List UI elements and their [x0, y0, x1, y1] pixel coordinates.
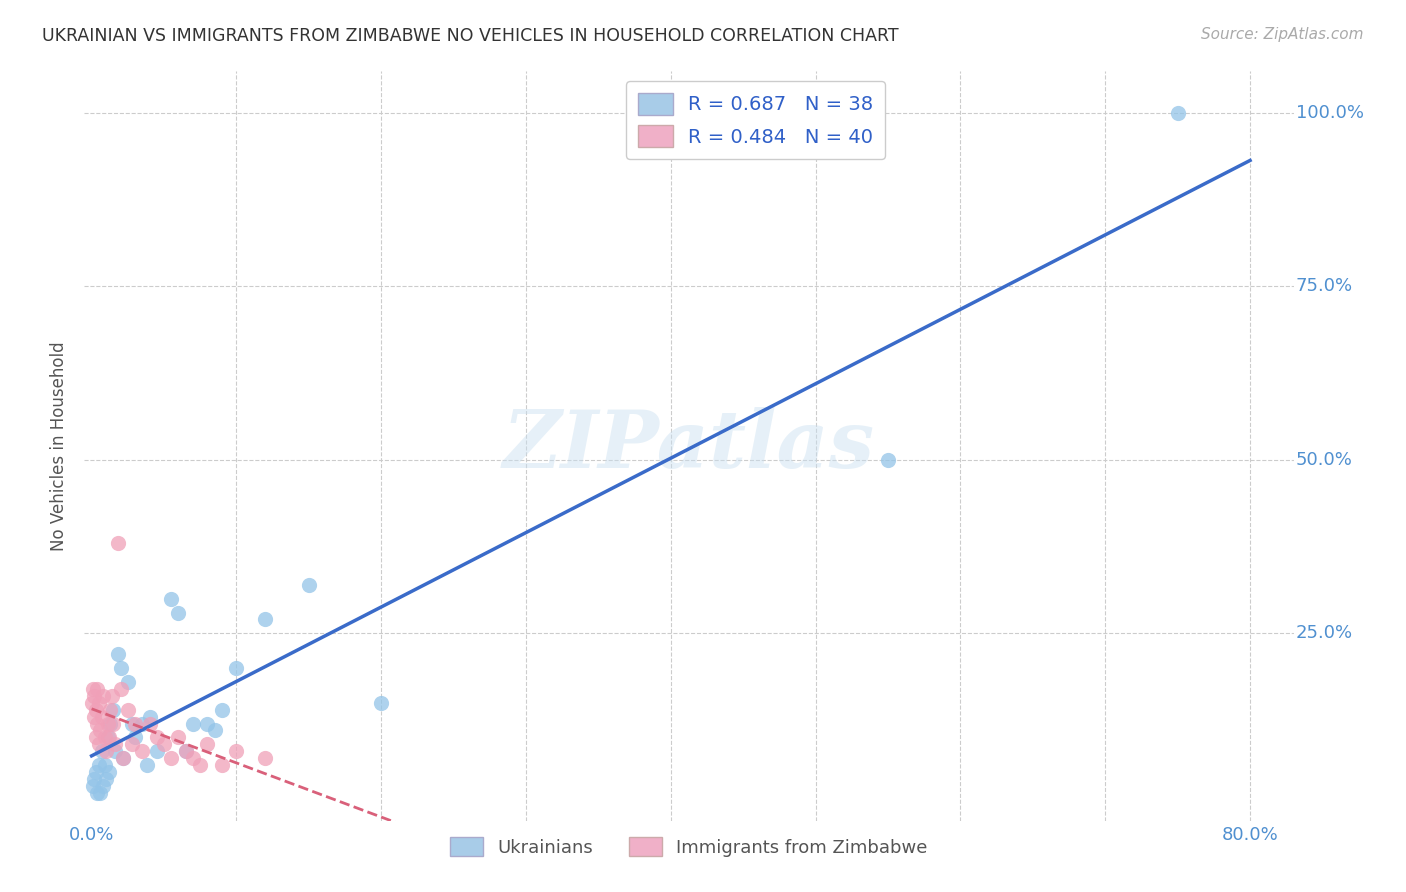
- Point: [204, 723, 226, 738]
- Point: [167, 731, 190, 745]
- Point: [110, 661, 132, 675]
- Point: [211, 758, 233, 772]
- Point: [84, 731, 107, 745]
- Point: [153, 737, 176, 751]
- Point: [121, 737, 143, 751]
- Point: [93, 731, 115, 745]
- Point: [181, 751, 204, 765]
- Point: [91, 779, 114, 793]
- Point: [103, 703, 125, 717]
- Point: [174, 744, 197, 758]
- Point: [211, 703, 233, 717]
- Point: [84, 703, 107, 717]
- Point: [225, 744, 247, 758]
- Point: [100, 703, 122, 717]
- Point: [87, 737, 110, 751]
- Point: [96, 731, 118, 745]
- Point: [83, 772, 105, 786]
- Point: [94, 772, 117, 786]
- Point: [131, 716, 153, 731]
- Point: [167, 606, 190, 620]
- Point: [197, 716, 219, 731]
- Point: [98, 731, 121, 745]
- Point: [1167, 106, 1189, 120]
- Point: [254, 751, 277, 765]
- Point: [80, 696, 103, 710]
- Point: [98, 765, 121, 780]
- Point: [254, 612, 277, 626]
- Point: [87, 758, 110, 772]
- Y-axis label: No Vehicles in Household: No Vehicles in Household: [51, 341, 69, 551]
- Point: [124, 731, 146, 745]
- Point: [145, 731, 167, 745]
- Point: [86, 786, 108, 800]
- Point: [117, 703, 139, 717]
- Text: 25.0%: 25.0%: [1296, 624, 1353, 642]
- Point: [100, 716, 122, 731]
- Point: [93, 758, 115, 772]
- Point: [107, 536, 129, 550]
- Point: [298, 578, 321, 592]
- Point: [89, 723, 111, 738]
- Point: [83, 689, 105, 703]
- Point: [90, 709, 112, 723]
- Point: [91, 689, 114, 703]
- Point: [94, 744, 117, 758]
- Text: Source: ZipAtlas.com: Source: ZipAtlas.com: [1201, 27, 1364, 42]
- Point: [160, 751, 183, 765]
- Point: [104, 737, 127, 751]
- Text: ZIPatlas: ZIPatlas: [503, 408, 875, 484]
- Point: [103, 716, 125, 731]
- Point: [112, 751, 135, 765]
- Point: [138, 716, 160, 731]
- Point: [82, 681, 104, 696]
- Point: [174, 744, 197, 758]
- Text: 75.0%: 75.0%: [1296, 277, 1353, 295]
- Point: [160, 591, 183, 606]
- Point: [188, 758, 211, 772]
- Point: [110, 681, 132, 696]
- Point: [117, 674, 139, 689]
- Point: [131, 744, 153, 758]
- Point: [86, 716, 108, 731]
- Point: [82, 779, 104, 793]
- Point: [877, 453, 900, 467]
- Point: [83, 709, 105, 723]
- Text: 100.0%: 100.0%: [1296, 104, 1364, 122]
- Text: 50.0%: 50.0%: [1296, 450, 1353, 469]
- Point: [96, 716, 118, 731]
- Point: [370, 696, 392, 710]
- Legend: Ukrainians, Immigrants from Zimbabwe: Ukrainians, Immigrants from Zimbabwe: [443, 830, 935, 864]
- Point: [104, 744, 127, 758]
- Point: [84, 765, 107, 780]
- Point: [89, 786, 111, 800]
- Point: [90, 744, 112, 758]
- Point: [87, 696, 110, 710]
- Point: [225, 661, 247, 675]
- Point: [101, 689, 124, 703]
- Point: [181, 716, 204, 731]
- Point: [124, 716, 146, 731]
- Point: [138, 709, 160, 723]
- Point: [112, 751, 135, 765]
- Text: UKRAINIAN VS IMMIGRANTS FROM ZIMBABWE NO VEHICLES IN HOUSEHOLD CORRELATION CHART: UKRAINIAN VS IMMIGRANTS FROM ZIMBABWE NO…: [42, 27, 898, 45]
- Point: [135, 758, 157, 772]
- Point: [145, 744, 167, 758]
- Point: [86, 681, 108, 696]
- Point: [121, 716, 143, 731]
- Point: [197, 737, 219, 751]
- Point: [107, 647, 129, 661]
